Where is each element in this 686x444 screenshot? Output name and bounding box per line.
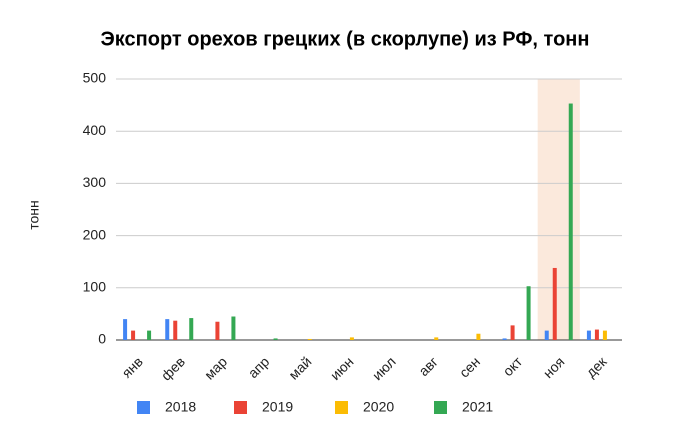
x-tick-label: июн: [327, 353, 357, 383]
bar: [123, 319, 128, 340]
bar: [147, 330, 152, 340]
x-tick-label: янв: [118, 353, 145, 380]
bar: [349, 337, 354, 340]
x-tick-label: май: [285, 353, 314, 382]
x-tick-label: авг: [415, 353, 441, 379]
bar: [568, 103, 573, 340]
bar: [476, 333, 481, 340]
y-tick-label: 300: [83, 174, 107, 190]
bar: [273, 338, 278, 340]
x-tick-label: ноя: [540, 353, 568, 381]
y-tick-label: 500: [83, 70, 107, 86]
bar: [502, 338, 507, 340]
legend-swatch: [335, 401, 348, 414]
x-tick-label: фев: [158, 353, 188, 383]
x-tick-label: мар: [201, 353, 230, 382]
bar: [526, 286, 531, 340]
bar: [189, 318, 194, 340]
bar: [602, 330, 607, 340]
y-tick-label: 400: [83, 122, 107, 138]
bar: [215, 321, 220, 340]
bar: [173, 320, 178, 340]
legend-swatch: [434, 401, 447, 414]
legend-label: 2019: [262, 399, 293, 415]
bar: [165, 319, 170, 340]
y-tick-label: 100: [83, 279, 107, 295]
x-tick-label: дек: [583, 353, 611, 381]
bar: [586, 330, 591, 340]
highlight-band: [537, 79, 580, 340]
legend-label: 2021: [462, 399, 493, 415]
y-axis-label: тонн: [26, 200, 42, 230]
bar: [434, 337, 439, 340]
legend-swatch: [137, 401, 150, 414]
legend-label: 2020: [363, 399, 394, 415]
y-tick-label: 200: [83, 226, 107, 242]
y-tick-label: 0: [98, 331, 106, 347]
bar: [544, 330, 549, 340]
bar: [307, 338, 312, 340]
bar: [131, 330, 136, 340]
x-tick-label: сен: [456, 353, 483, 380]
x-tick-label: июл: [369, 353, 399, 383]
bar: [231, 316, 236, 340]
x-tick-label: окт: [500, 353, 526, 379]
legend-label: 2018: [165, 399, 196, 415]
legend-swatch: [234, 401, 247, 414]
bar: [510, 325, 515, 340]
bar: [552, 267, 557, 340]
x-tick-label: апр: [245, 353, 273, 381]
chart-title: Экспорт орехов грецких (в скорлупе) из Р…: [101, 28, 590, 50]
bar: [594, 329, 599, 340]
